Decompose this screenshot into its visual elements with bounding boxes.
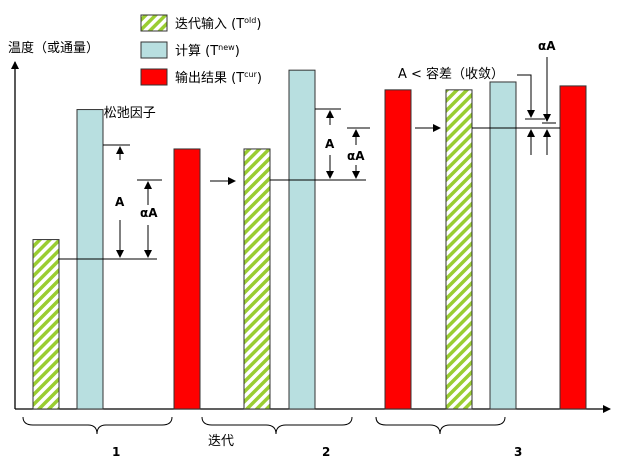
bar-old-iteration-3 <box>445 89 473 410</box>
bar-cur-iteration-2 <box>384 89 412 410</box>
bar-old-iteration-2 <box>243 148 271 410</box>
delta-label-1: A <box>115 195 125 209</box>
iteration-label-2: 2 <box>322 445 330 459</box>
bar-cur-iteration-1 <box>173 148 201 410</box>
legend: 迭代输入 (Told) 计算 (Tnew) 输出结果 (Tcur) <box>140 14 262 86</box>
alpha-delta-label-1: αA <box>140 206 158 220</box>
legend-label-new: 计算 (Tnew) <box>175 43 240 59</box>
legend-label-old: 迭代输入 (Told) <box>175 16 261 32</box>
x-axis-label: 迭代 <box>208 434 234 449</box>
legend-swatch-old <box>140 14 168 32</box>
bar-new-iteration-2 <box>288 69 316 410</box>
iteration-label-3: 3 <box>514 445 522 459</box>
legend-swatch-new <box>140 41 168 59</box>
annotations <box>58 57 560 260</box>
y-axis-label: 温度（或通量） <box>8 40 99 56</box>
bar-new-iteration-3 <box>489 81 517 410</box>
legend-label-cur: 输出结果 (Tcur) <box>175 70 262 86</box>
legend-swatch-cur <box>140 68 168 86</box>
iteration-label-1: 1 <box>112 445 120 459</box>
iteration-braces <box>22 416 506 435</box>
alpha-delta-label-3: αA <box>538 39 556 53</box>
delta-label-2: A <box>325 137 335 151</box>
bars <box>32 69 587 410</box>
alpha-delta-label-2: αA <box>347 149 365 163</box>
bar-old-iteration-1 <box>32 239 60 410</box>
convergence-note: A < 容差（收敛） <box>398 66 504 82</box>
bar-cur-iteration-3 <box>559 85 587 410</box>
